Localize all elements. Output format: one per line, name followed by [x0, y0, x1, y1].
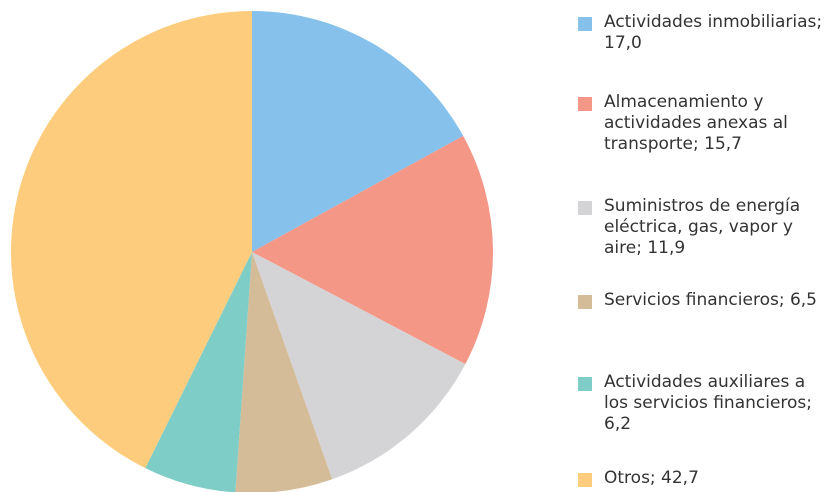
pie-slice: [145, 252, 252, 492]
pie-slice: [252, 11, 464, 252]
chart: [11, 11, 494, 492]
legend-swatch: [578, 201, 592, 215]
legend-label: Actividades auxiliares a los servicios f…: [604, 372, 813, 434]
legend-swatch: [578, 97, 592, 111]
legend-label: Actividades inmobiliarias; 17,0: [604, 12, 823, 53]
legend-swatch: [578, 473, 592, 487]
legend-swatch: [578, 295, 592, 309]
pie-slice: [235, 252, 333, 492]
legend-swatch: [578, 377, 592, 391]
pie-slice: [11, 11, 252, 469]
legend-swatch: [578, 17, 592, 31]
legend-label: Almacenamiento y actividades anexas al t…: [604, 92, 788, 154]
pie-slice: [252, 135, 494, 365]
legend-label: Otros; 42,7: [604, 468, 699, 488]
legend-label: Servicios financieros; 6,5: [604, 290, 817, 310]
pie-slice: [252, 252, 466, 480]
legend-label: Suministros de energía eléctrica, gas, v…: [604, 196, 801, 258]
